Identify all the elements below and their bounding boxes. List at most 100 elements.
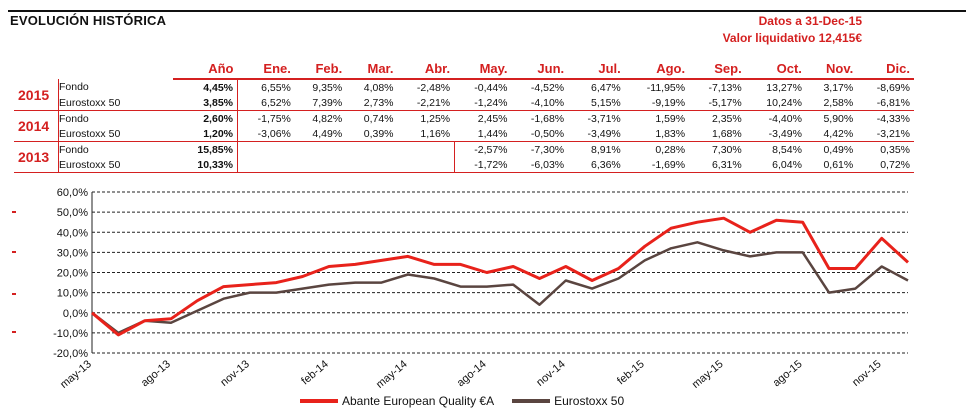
col-header: Abr. <box>397 60 455 80</box>
legend-label-index: Eurostoxx 50 <box>554 394 625 408</box>
date-line: Datos a 31-Dec-15 <box>758 14 862 28</box>
page-title: EVOLUCIÓN HISTÓRICA <box>10 13 167 28</box>
nav-line: Valor liquidativo 12,415€ <box>722 31 862 45</box>
monthly-return-cell: -3,06% <box>237 126 295 142</box>
monthly-return-cell: -1,72% <box>454 157 512 173</box>
legend-item-fund: Abante European Quality €A <box>300 394 494 408</box>
x-tick-label: nov-14 <box>534 358 567 389</box>
monthly-return-cell: 0,49% <box>823 143 854 156</box>
monthly-return-cell: -3,49% <box>745 126 806 142</box>
col-header: Jul. <box>568 60 625 80</box>
monthly-return-cell: 0,61% <box>805 157 858 173</box>
monthly-return-cell: -4,33% <box>876 112 910 125</box>
table-row: Eurostoxx 50 10,33% -1,72% -6,03% 6,36% -1,69… <box>14 157 914 173</box>
annual-return-cell: 15,85% <box>173 141 238 157</box>
top-rule <box>8 10 966 12</box>
legend-label-fund: Abante European Quality €A <box>342 394 495 408</box>
monthly-return-cell: 0,28% <box>655 143 686 156</box>
col-header: Año <box>173 60 238 80</box>
y-tick-label: -10,0% <box>53 328 88 340</box>
monthly-return-cell: 0,72% <box>857 157 914 173</box>
x-tick-label: ago-15 <box>771 358 805 389</box>
monthly-return-cell: 8,54% <box>772 143 802 156</box>
monthly-return-cell <box>238 142 295 158</box>
monthly-return-cell: -6,81% <box>857 95 914 111</box>
monthly-return-cell: -2,21% <box>397 95 455 111</box>
x-tick-label: nov-13 <box>218 358 251 389</box>
annual-return-cell: 3,85% <box>173 95 238 111</box>
col-header: Dic. <box>857 60 914 80</box>
table-row: 2013 Fondo 15,85% -2,57% -7,30% 8,91% 0,28% 7,3… <box>14 141 914 173</box>
x-tick-label: nov-15 <box>850 358 883 389</box>
monthly-return-cell: -1,69% <box>624 157 690 173</box>
monthly-return-cell <box>397 141 455 157</box>
monthly-return-cell: -6,03% <box>511 157 569 173</box>
col-header: Feb. <box>294 60 347 80</box>
monthly-return-cell: 7,30% <box>711 143 742 156</box>
row-label: Fondo <box>59 81 89 93</box>
monthly-return-cell: 7,39% <box>294 95 347 111</box>
row-label: Eurostoxx 50 <box>58 95 173 111</box>
monthly-return-cell: -7,30% <box>530 143 565 156</box>
year-label: 2015 <box>14 79 59 111</box>
monthly-return-cell: -8,69% <box>876 81 910 94</box>
monthly-return-cell: 10,24% <box>745 95 806 111</box>
monthly-return-cell: -1,75% <box>257 112 291 125</box>
monthly-return-cell: 2,45% <box>477 112 508 125</box>
y-tick-label: 40,0% <box>57 227 88 239</box>
col-header: Ene. <box>237 60 295 80</box>
x-tick-label: ago-13 <box>139 358 173 389</box>
series-line-index <box>91 241 909 335</box>
monthly-return-cell: -2,48% <box>416 81 451 94</box>
monthly-return-cell: 13,27% <box>766 81 802 94</box>
table-row: 2014 Fondo 2,60% -1,75% 4,82% 0,74% 1,25% 2,45%… <box>14 110 914 142</box>
x-tick-label: ago-14 <box>455 358 489 389</box>
monthly-return-cell: -4,10% <box>511 95 569 111</box>
corner-cell <box>59 60 174 79</box>
col-header: Sep. <box>689 60 746 80</box>
table-body: 2015 Fondo 4,45% 6,55% 9,35% 4,08% -2,48% -0,44… <box>14 79 914 173</box>
x-tick-label: may-13 <box>58 358 94 391</box>
y-tick-label: 10,0% <box>57 288 88 300</box>
monthly-return-cell: 6,04% <box>745 157 806 173</box>
monthly-return-cell: 4,82% <box>312 112 343 125</box>
monthly-return-cell: 3,17% <box>823 81 854 94</box>
y-tick-label: -20,0% <box>53 348 88 360</box>
col-header: Ago. <box>624 60 690 80</box>
monthly-return-cell: 2,73% <box>346 95 398 111</box>
row-label: Fondo <box>59 143 89 156</box>
annual-return-cell: 2,60% <box>173 110 238 126</box>
monthly-return-cell <box>346 142 397 158</box>
monthly-return-cell: 6,52% <box>237 95 295 111</box>
monthly-return-cell: 1,59% <box>655 112 686 125</box>
monthly-return-cell: 0,39% <box>346 126 398 142</box>
annual-return-cell: 10,33% <box>173 157 238 173</box>
monthly-return-cell: 9,35% <box>312 81 343 94</box>
monthly-return-cell: 6,55% <box>261 81 291 94</box>
monthly-return-cell: 2,35% <box>711 112 742 125</box>
monthly-return-cell <box>237 157 295 173</box>
monthly-return-cell: 1,25% <box>420 112 451 125</box>
monthly-return-cell: 0,35% <box>880 143 910 156</box>
col-header: May. <box>454 60 512 80</box>
monthly-return-cell: -3,21% <box>857 126 914 142</box>
data-date-block: Datos a 31-Dec-15 Valor liquidativo 12,4… <box>723 13 862 47</box>
monthly-return-cell: 1,44% <box>454 126 512 142</box>
monthly-return-cell: 6,36% <box>568 157 625 173</box>
y-tick-label: 30,0% <box>57 247 88 259</box>
monthly-return-cell: 1,16% <box>397 126 455 142</box>
table-row: Eurostoxx 50 1,20% -3,06% 4,49% 0,39% 1,16% 1,… <box>14 126 914 142</box>
legend-item-index: Eurostoxx 50 <box>512 394 624 408</box>
x-tick-label: feb-14 <box>299 358 331 387</box>
col-header: Jun. <box>511 60 569 80</box>
y-tick-label: 60,0% <box>57 187 88 199</box>
monthly-return-cell: 6,31% <box>689 157 746 173</box>
annual-return-cell: 4,45% <box>173 79 238 95</box>
legend-swatch-index <box>512 399 551 403</box>
monthly-return-cell: -4,40% <box>768 112 802 125</box>
row-label: Eurostoxx 50 <box>58 157 173 173</box>
monthly-return-cell: -0,50% <box>511 126 569 142</box>
y-tick-label: 50,0% <box>57 207 88 219</box>
col-header: Oct. <box>745 60 806 80</box>
year-label: 2013 <box>14 141 59 173</box>
